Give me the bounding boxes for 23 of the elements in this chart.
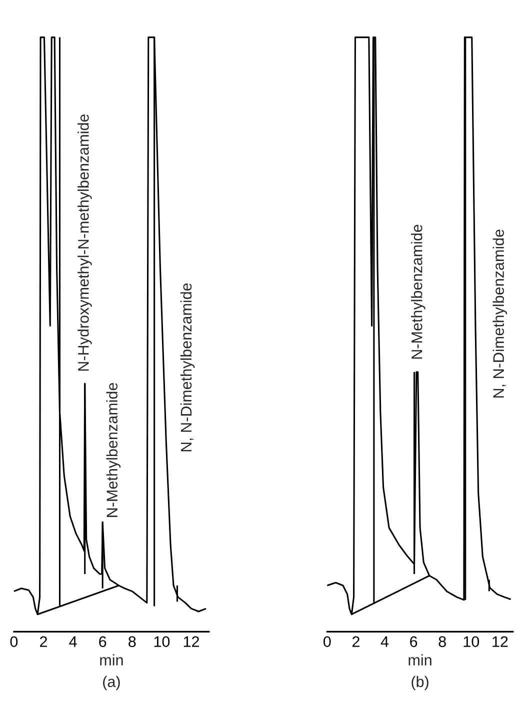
x-tick-label: 12 [492, 636, 508, 647]
annotation: N, N-Dimethylbenzamide [180, 283, 195, 452]
annotation: N-Methylbenzamide [411, 224, 426, 359]
annotation: N-Methylbenzamide [106, 383, 121, 517]
annotation: N-Hydroxymethyl-N-methylbenzamide [78, 114, 92, 371]
x-tick-label: 4 [380, 636, 389, 647]
x-axis-title: min [408, 654, 432, 666]
x-tick-label: 2 [352, 636, 360, 647]
x-tick-label: 8 [128, 636, 136, 648]
x-tick-label: 12 [184, 636, 199, 647]
text: (b) [412, 676, 428, 690]
x-tick-label: 10 [464, 636, 480, 648]
x-tick-label: 0 [10, 636, 18, 648]
x-tick-label: 10 [154, 636, 170, 648]
x-tick-label: 6 [99, 636, 106, 648]
x-tick-label: 6 [410, 636, 418, 648]
x-axis-title: min [100, 654, 123, 666]
x-tick-label: 4 [69, 636, 77, 647]
x-tick-label: 2 [40, 636, 47, 647]
text: (a) [103, 676, 120, 690]
annotation: N, N-Dimethylbenzamide [492, 230, 508, 398]
x-tick-label: 8 [438, 636, 446, 648]
x-tick-label: 0 [323, 636, 331, 648]
